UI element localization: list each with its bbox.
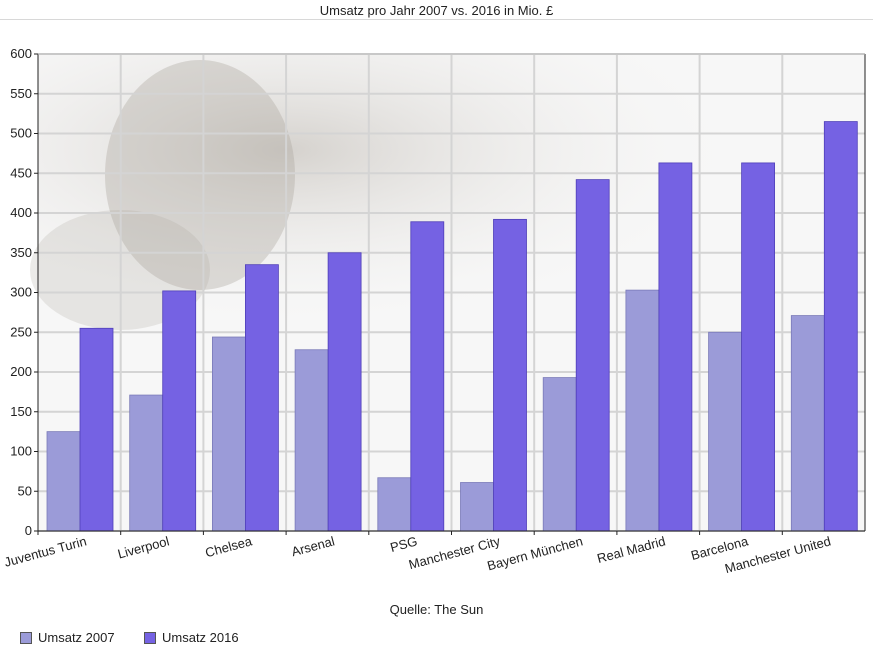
- bar-2016: [410, 221, 445, 532]
- bar-2016: [658, 162, 693, 532]
- bar-2007: [460, 482, 494, 532]
- y-tick-label: 150: [10, 404, 32, 419]
- bar-2016: [741, 162, 775, 532]
- title-divider: [0, 19, 873, 20]
- x-tick-labels: Juventus Turin Liverpool Chelsea Arsenal PSG…: [3, 533, 833, 576]
- y-tick-label: 250: [10, 324, 32, 339]
- bars: [46, 121, 858, 532]
- axes: [34, 53, 866, 535]
- x-tick-label: Liverpool: [116, 533, 171, 561]
- background-photo-silhouette: [105, 60, 295, 290]
- y-tick-label: 400: [10, 205, 32, 220]
- legend-label-2007: Umsatz 2007: [38, 630, 115, 645]
- bar-2007: [46, 431, 81, 532]
- x-tick-label: Arsenal: [290, 533, 337, 559]
- source-note: Quelle: The Sun: [389, 602, 484, 617]
- bar-2016: [79, 327, 114, 532]
- legend-item-2007: Umsatz 2007: [20, 630, 115, 645]
- bar-2007: [129, 394, 164, 532]
- bar-chart: 0 50 100 150 200 250 300 350 400 450 500 550 600 Juv…: [3, 46, 866, 576]
- bar-2016: [823, 121, 858, 532]
- bar-2007: [294, 349, 329, 532]
- y-tick-label: 600: [10, 46, 32, 61]
- bar-2007: [211, 336, 246, 532]
- bar-2007: [542, 377, 577, 532]
- y-tick-label: 0: [25, 523, 32, 538]
- bar-2007: [790, 315, 825, 532]
- y-tick-label: 200: [10, 364, 32, 379]
- y-tick-labels: 0 50 100 150 200 250 300 350 400 450 500 550 600: [10, 46, 32, 538]
- legend-swatch-2016: [144, 631, 156, 644]
- y-tick-label: 100: [10, 444, 32, 459]
- bar-2007: [625, 289, 660, 532]
- bar-2016: [162, 290, 197, 532]
- y-tick-label: 500: [10, 126, 32, 141]
- legend-label-2016: Umsatz 2016: [162, 630, 239, 645]
- chart-title: Umsatz pro Jahr 2007 vs. 2016 in Mio. £: [319, 3, 554, 18]
- legend-item-2016: Umsatz 2016: [144, 630, 239, 645]
- x-tick-label: Chelsea: [204, 533, 255, 560]
- bar-2016: [244, 264, 279, 532]
- legend-swatch-2007: [20, 631, 32, 644]
- x-tick-label: Bayern München: [486, 533, 585, 573]
- y-tick-label: 50: [18, 483, 32, 498]
- y-tick-label: 450: [10, 165, 32, 180]
- y-tick-label: 550: [10, 86, 32, 101]
- x-tick-label: PSG: [389, 533, 419, 555]
- bar-2007: [708, 331, 742, 532]
- x-tick-label: Juventus Turin: [3, 533, 89, 569]
- y-tick-label: 350: [10, 245, 32, 260]
- bar-2016: [575, 179, 610, 532]
- bar-2016: [327, 252, 362, 532]
- bar-2007: [377, 477, 412, 532]
- bar-2016: [493, 218, 527, 532]
- y-tick-label: 300: [10, 285, 32, 300]
- x-tick-label: Real Madrid: [595, 533, 667, 566]
